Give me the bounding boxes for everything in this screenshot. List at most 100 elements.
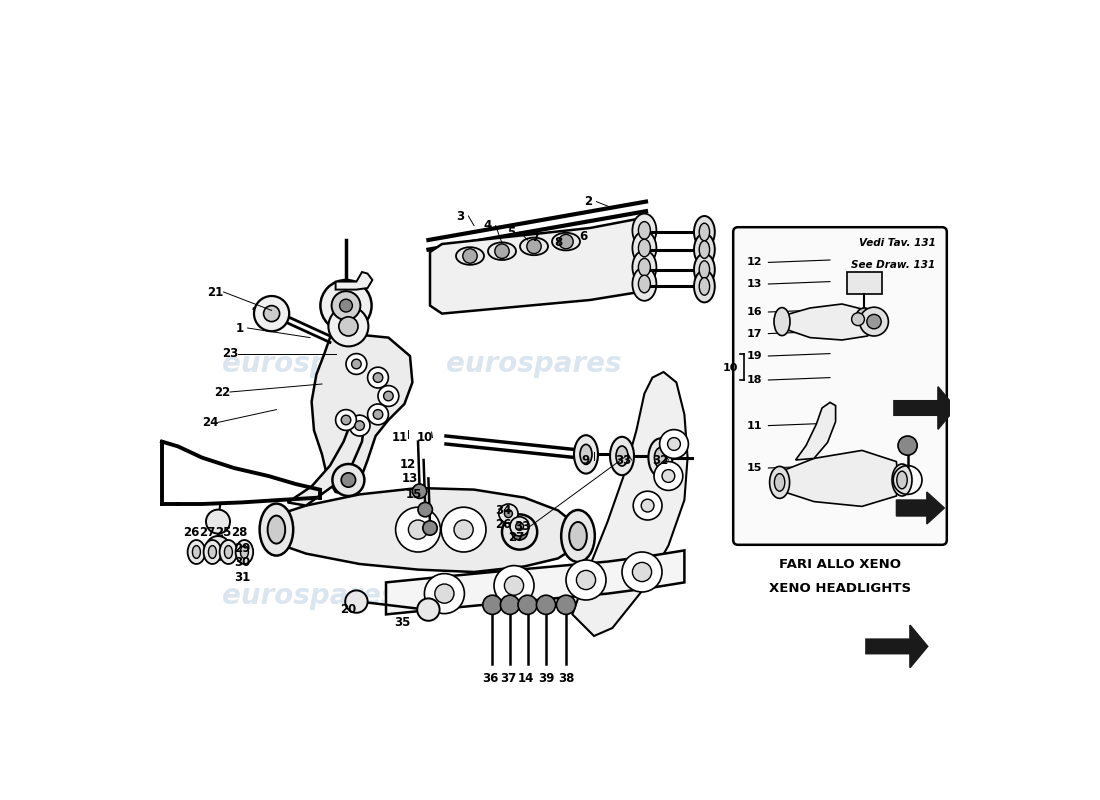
Circle shape xyxy=(632,562,651,582)
Text: 6: 6 xyxy=(580,230,587,242)
Polygon shape xyxy=(847,272,882,294)
Circle shape xyxy=(422,521,437,535)
Circle shape xyxy=(505,576,524,595)
Polygon shape xyxy=(311,334,412,494)
Text: 31: 31 xyxy=(234,571,250,584)
Polygon shape xyxy=(430,218,650,314)
Circle shape xyxy=(867,314,881,329)
Circle shape xyxy=(559,234,573,249)
Text: 3: 3 xyxy=(456,210,464,222)
Text: 15: 15 xyxy=(406,488,422,501)
Text: 33: 33 xyxy=(514,520,530,533)
Circle shape xyxy=(346,354,366,374)
Circle shape xyxy=(495,244,509,258)
Circle shape xyxy=(851,313,865,326)
Circle shape xyxy=(527,239,541,254)
FancyBboxPatch shape xyxy=(734,227,947,545)
Text: 26: 26 xyxy=(184,526,200,538)
Ellipse shape xyxy=(694,254,715,286)
Ellipse shape xyxy=(488,242,516,260)
Text: 34: 34 xyxy=(495,504,512,517)
Circle shape xyxy=(349,415,370,436)
Ellipse shape xyxy=(188,540,206,564)
Ellipse shape xyxy=(892,464,912,496)
Text: 30: 30 xyxy=(234,556,250,569)
Circle shape xyxy=(634,491,662,520)
Text: 22: 22 xyxy=(213,386,230,398)
Text: eurospares: eurospares xyxy=(222,350,398,378)
Text: 33: 33 xyxy=(616,454,631,466)
Circle shape xyxy=(494,566,534,606)
Ellipse shape xyxy=(632,250,657,284)
Circle shape xyxy=(339,317,358,336)
Circle shape xyxy=(340,299,352,312)
Polygon shape xyxy=(274,488,578,572)
Circle shape xyxy=(510,517,529,536)
Circle shape xyxy=(668,438,681,450)
Text: 8: 8 xyxy=(554,236,562,249)
Text: See Draw. 131: See Draw. 131 xyxy=(851,260,936,270)
Text: FARI ALLO XENO: FARI ALLO XENO xyxy=(779,558,901,570)
Circle shape xyxy=(384,391,393,401)
Text: 2: 2 xyxy=(584,195,593,208)
Text: 39: 39 xyxy=(538,672,554,685)
Ellipse shape xyxy=(632,267,657,301)
Ellipse shape xyxy=(220,540,238,564)
Ellipse shape xyxy=(204,540,221,564)
Circle shape xyxy=(500,595,519,614)
Circle shape xyxy=(355,421,364,430)
Circle shape xyxy=(505,510,513,518)
Text: 35: 35 xyxy=(394,616,410,629)
Ellipse shape xyxy=(700,223,710,241)
Text: 18: 18 xyxy=(746,375,761,385)
Text: eurospares: eurospares xyxy=(447,350,622,378)
Polygon shape xyxy=(287,416,364,506)
Circle shape xyxy=(367,404,388,425)
Ellipse shape xyxy=(561,510,595,562)
Text: 27: 27 xyxy=(508,531,525,544)
Circle shape xyxy=(329,306,368,346)
Circle shape xyxy=(264,306,279,322)
Ellipse shape xyxy=(569,522,586,550)
Text: 9: 9 xyxy=(582,454,590,466)
Circle shape xyxy=(341,473,355,487)
Text: 27: 27 xyxy=(199,526,216,538)
Text: 14: 14 xyxy=(518,672,535,685)
Circle shape xyxy=(336,410,356,430)
Circle shape xyxy=(502,514,537,550)
Text: 32: 32 xyxy=(652,454,669,466)
Ellipse shape xyxy=(694,270,715,302)
Ellipse shape xyxy=(456,247,484,265)
Text: 17: 17 xyxy=(746,329,761,338)
Ellipse shape xyxy=(638,258,650,276)
Polygon shape xyxy=(795,402,836,460)
Circle shape xyxy=(441,507,486,552)
Circle shape xyxy=(621,552,662,592)
Text: 29: 29 xyxy=(234,542,250,554)
Text: 38: 38 xyxy=(558,672,574,685)
Text: 23: 23 xyxy=(222,347,238,360)
Ellipse shape xyxy=(520,238,548,255)
Text: 11: 11 xyxy=(392,431,408,444)
Ellipse shape xyxy=(241,546,249,558)
Ellipse shape xyxy=(580,444,592,464)
Circle shape xyxy=(396,507,440,552)
Circle shape xyxy=(660,430,689,458)
Ellipse shape xyxy=(610,437,634,475)
Text: 26: 26 xyxy=(495,518,512,530)
Ellipse shape xyxy=(638,275,650,293)
Text: 12: 12 xyxy=(746,258,761,267)
Circle shape xyxy=(483,595,502,614)
Circle shape xyxy=(206,536,230,560)
Polygon shape xyxy=(782,304,870,340)
Text: 10: 10 xyxy=(416,431,432,444)
Ellipse shape xyxy=(632,214,657,247)
Circle shape xyxy=(654,462,683,490)
Ellipse shape xyxy=(235,540,253,564)
Circle shape xyxy=(425,574,464,614)
Circle shape xyxy=(518,595,537,614)
Circle shape xyxy=(516,522,524,530)
Circle shape xyxy=(566,560,606,600)
Circle shape xyxy=(434,584,454,603)
Text: XENO HEADLIGHTS: XENO HEADLIGHTS xyxy=(769,582,911,594)
